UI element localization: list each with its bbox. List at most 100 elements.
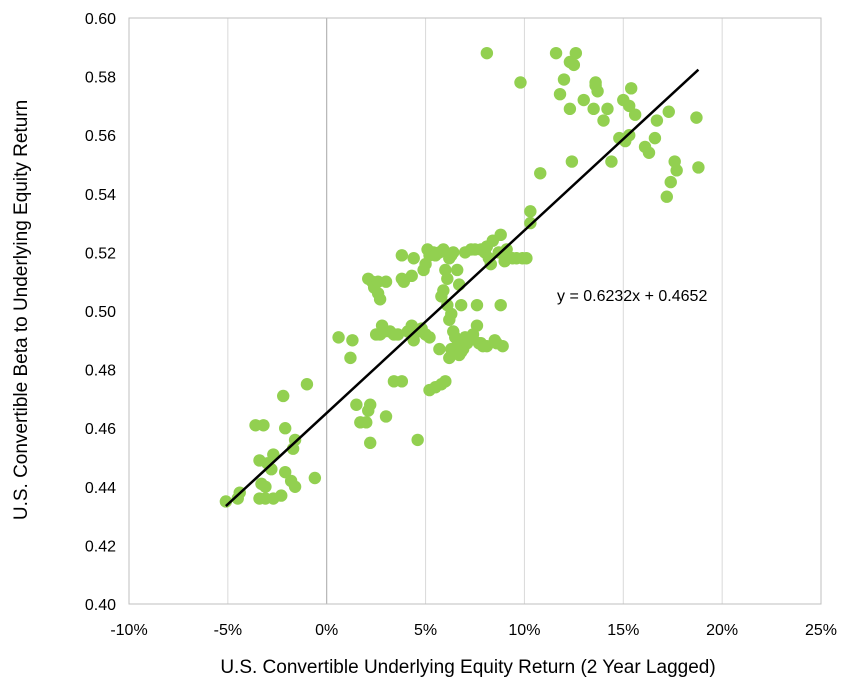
data-point (360, 416, 373, 429)
data-point (346, 334, 359, 347)
data-point (391, 328, 405, 341)
data-point (494, 228, 507, 242)
data-point (480, 46, 494, 60)
y-tick-label: 0.60 (85, 11, 116, 28)
data-point (648, 131, 662, 145)
y-tick-label: 0.54 (85, 187, 116, 204)
x-tick-label: 20% (706, 622, 738, 639)
grid-lines (128, 18, 822, 604)
data-point (300, 378, 314, 391)
data-point (451, 263, 464, 277)
plot-area-border (128, 17, 822, 605)
data-point (484, 257, 498, 271)
data-point (278, 465, 292, 479)
x-tick-label: 15% (607, 622, 639, 639)
data-point (395, 249, 409, 262)
x-tick-label: -5% (214, 622, 242, 639)
data-point (642, 146, 656, 159)
data-point (563, 102, 577, 116)
data-point (565, 155, 579, 168)
data-point (591, 85, 604, 98)
y-tick-label: 0.46 (85, 421, 116, 438)
data-point (549, 46, 563, 60)
y-axis-tick-labels: 0.40 0.42 0.44 0.46 0.48 0.50 0.52 0.54 0.56 0.58… (85, 11, 116, 614)
data-point (277, 389, 290, 403)
data-point (494, 298, 507, 312)
y-axis-title: U.S. Convertible Beta to Underlying Equi… (11, 100, 32, 520)
data-point (405, 269, 418, 283)
data-point (587, 102, 600, 116)
data-point (364, 436, 377, 450)
data-point (395, 375, 409, 388)
x-tick-label: -10% (110, 622, 147, 639)
y-tick-label: 0.48 (85, 363, 116, 380)
data-point (447, 246, 460, 259)
data-point (664, 175, 677, 189)
data-point (308, 471, 322, 485)
data-point (624, 82, 638, 95)
data-point (514, 76, 527, 89)
data-point (470, 298, 484, 312)
data-point (470, 319, 484, 332)
data-point (496, 339, 509, 353)
data-point (423, 331, 436, 344)
data-point (553, 87, 567, 101)
data-point (407, 252, 420, 265)
data-point (690, 111, 703, 124)
data-point (267, 448, 280, 461)
data-point (275, 489, 288, 502)
data-point (344, 351, 357, 365)
x-tick-label: 5% (414, 622, 437, 639)
data-point (520, 252, 533, 265)
data-point (569, 46, 583, 60)
data-point (350, 398, 363, 411)
trendline (225, 68, 700, 508)
data-point (567, 58, 581, 72)
x-tick-label: 25% (805, 622, 837, 639)
data-point (534, 167, 547, 180)
data-point (437, 284, 450, 297)
data-point (692, 161, 705, 174)
data-point (278, 422, 292, 435)
data-point (454, 298, 468, 312)
data-point (259, 480, 272, 493)
y-tick-label: 0.40 (85, 597, 116, 614)
y-tick-label: 0.56 (85, 128, 116, 145)
y-tick-label: 0.52 (85, 245, 116, 262)
data-point (439, 375, 452, 388)
data-point (373, 293, 387, 306)
data-point (441, 272, 454, 285)
data-points (219, 46, 705, 508)
data-point (557, 73, 571, 86)
data-point (577, 93, 590, 107)
data-point (445, 307, 458, 321)
data-point (288, 480, 302, 493)
y-tick-label: 0.58 (85, 70, 116, 87)
x-tick-label: 0% (315, 622, 338, 639)
data-point (257, 419, 270, 432)
data-point (524, 205, 537, 218)
data-point (601, 102, 614, 116)
data-point (379, 275, 393, 288)
data-point (605, 155, 618, 168)
y-tick-label: 0.42 (85, 538, 116, 555)
data-point (411, 433, 424, 447)
data-point (662, 105, 675, 118)
data-point (500, 243, 513, 256)
data-point (660, 190, 673, 203)
data-point (433, 342, 446, 356)
x-tick-label: 10% (508, 622, 540, 639)
x-axis-tick-labels: -10% -5% 0% 5% 10% 15% 20% 25% (110, 622, 837, 639)
data-point (628, 108, 642, 121)
x-axis-title: U.S. Convertible Underlying Equity Retur… (220, 657, 715, 678)
data-point (670, 164, 683, 177)
data-point (597, 114, 610, 127)
data-point (623, 99, 636, 113)
y-tick-label: 0.50 (85, 304, 116, 321)
data-point (650, 114, 664, 127)
data-point (364, 398, 377, 411)
data-point (332, 331, 345, 344)
y-tick-label: 0.44 (85, 480, 116, 497)
trendline-equation: y = 0.6232x + 0.4652 (557, 288, 707, 305)
